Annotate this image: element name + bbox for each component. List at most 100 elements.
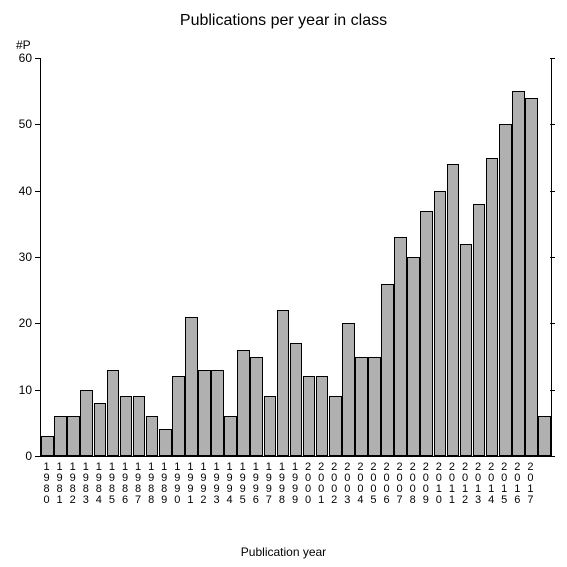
- y-tick: [550, 191, 555, 192]
- bar: [512, 91, 525, 456]
- x-tick-label: 2 0 1 7: [524, 462, 536, 506]
- x-tick-label: 1 9 8 7: [132, 462, 144, 506]
- bar: [316, 376, 329, 456]
- x-tick-label: 1 9 8 4: [93, 462, 105, 506]
- bar: [499, 124, 512, 456]
- bar: [290, 343, 303, 456]
- bar: [133, 396, 146, 456]
- x-axis-title: Publication year: [0, 545, 567, 559]
- bar: [525, 98, 538, 456]
- bar: [473, 204, 486, 456]
- y-tick: [550, 58, 555, 59]
- y-axis-title: #P: [16, 38, 31, 52]
- x-tick-label: 1 9 8 5: [106, 462, 118, 506]
- bar: [381, 284, 394, 456]
- x-tick-label: 2 0 0 2: [328, 462, 340, 506]
- bar: [80, 390, 93, 456]
- x-tick-label: 1 9 8 6: [119, 462, 131, 506]
- bar: [224, 416, 237, 456]
- y-tick: [35, 191, 40, 192]
- x-tick-label: 1 9 9 6: [250, 462, 262, 506]
- x-tick-label: 1 9 9 4: [224, 462, 236, 506]
- x-tick-label: 1 9 9 7: [263, 462, 275, 506]
- bar: [368, 357, 381, 457]
- bar: [67, 416, 80, 456]
- x-tick-label: 2 0 1 4: [485, 462, 497, 506]
- bar: [342, 323, 355, 456]
- y-tick: [35, 323, 40, 324]
- y-tick-label: 20: [10, 316, 32, 330]
- x-tick-label: 1 9 9 3: [211, 462, 223, 506]
- x-tick-label: 1 9 8 8: [145, 462, 157, 506]
- bar: [211, 370, 224, 456]
- x-tick-label: 1 9 9 1: [184, 462, 196, 506]
- bar: [107, 370, 120, 456]
- x-tick-label: 2 0 0 6: [381, 462, 393, 506]
- y-tick: [35, 257, 40, 258]
- bar: [447, 164, 460, 456]
- bar: [185, 317, 198, 456]
- y-tick-label: 30: [10, 250, 32, 264]
- bar: [54, 416, 67, 456]
- x-tick-label: 2 0 0 1: [315, 462, 327, 506]
- x-tick-label: 1 9 8 9: [158, 462, 170, 506]
- x-tick-label: 2 0 1 2: [459, 462, 471, 506]
- x-tick-label: 2 0 1 3: [472, 462, 484, 506]
- y-tick: [35, 124, 40, 125]
- x-tick-label: 2 0 1 6: [511, 462, 523, 506]
- bar: [159, 429, 172, 456]
- bar: [264, 396, 277, 456]
- x-tick-label: 1 9 9 9: [289, 462, 301, 506]
- bar: [198, 370, 211, 456]
- x-tick-label: 2 0 0 7: [394, 462, 406, 506]
- x-tick-label: 2 0 0 9: [420, 462, 432, 506]
- chart-title: Publications per year in class: [0, 12, 567, 30]
- bar: [120, 396, 133, 456]
- x-tick-label: 1 9 9 8: [276, 462, 288, 506]
- bar: [94, 403, 107, 456]
- x-tick-label: 1 9 9 0: [171, 462, 183, 506]
- y-tick: [550, 124, 555, 125]
- x-tick-label: 2 0 0 0: [302, 462, 314, 506]
- x-tick-label: 1 9 8 0: [41, 462, 53, 506]
- x-tick-label: 1 9 8 2: [67, 462, 79, 506]
- y-tick-label: 0: [10, 449, 32, 463]
- x-tick-label: 1 9 8 1: [54, 462, 66, 506]
- x-tick-label: 2 0 0 3: [341, 462, 353, 506]
- bar: [277, 310, 290, 456]
- bar: [303, 376, 316, 456]
- y-tick-label: 40: [10, 184, 32, 198]
- publications-bar-chart: Publications per year in class #P Public…: [0, 0, 567, 567]
- x-tick-label: 1 9 8 3: [80, 462, 92, 506]
- y-tick: [35, 58, 40, 59]
- x-tick-label: 2 0 1 1: [446, 462, 458, 506]
- bar: [486, 158, 499, 457]
- y-tick: [35, 390, 40, 391]
- bar: [394, 237, 407, 456]
- bar: [460, 244, 473, 456]
- x-tick-label: 2 0 0 4: [354, 462, 366, 506]
- plot-area: [40, 58, 552, 457]
- bar: [41, 436, 54, 456]
- y-tick: [550, 257, 555, 258]
- bar: [329, 396, 342, 456]
- y-tick: [550, 323, 555, 324]
- y-tick-label: 60: [10, 51, 32, 65]
- x-tick-label: 2 0 0 8: [407, 462, 419, 506]
- y-tick-label: 50: [10, 117, 32, 131]
- y-tick: [35, 456, 40, 457]
- bar: [355, 357, 368, 457]
- y-tick: [550, 456, 555, 457]
- x-tick-label: 2 0 0 5: [367, 462, 379, 506]
- x-tick-label: 2 0 1 0: [433, 462, 445, 506]
- bar: [538, 416, 551, 456]
- bar: [420, 211, 433, 456]
- bar: [146, 416, 159, 456]
- x-tick-label: 2 0 1 5: [498, 462, 510, 506]
- bar: [172, 376, 185, 456]
- x-tick-label: 1 9 9 2: [197, 462, 209, 506]
- y-tick: [550, 390, 555, 391]
- bar: [250, 357, 263, 457]
- y-tick-label: 10: [10, 383, 32, 397]
- bar: [434, 191, 447, 456]
